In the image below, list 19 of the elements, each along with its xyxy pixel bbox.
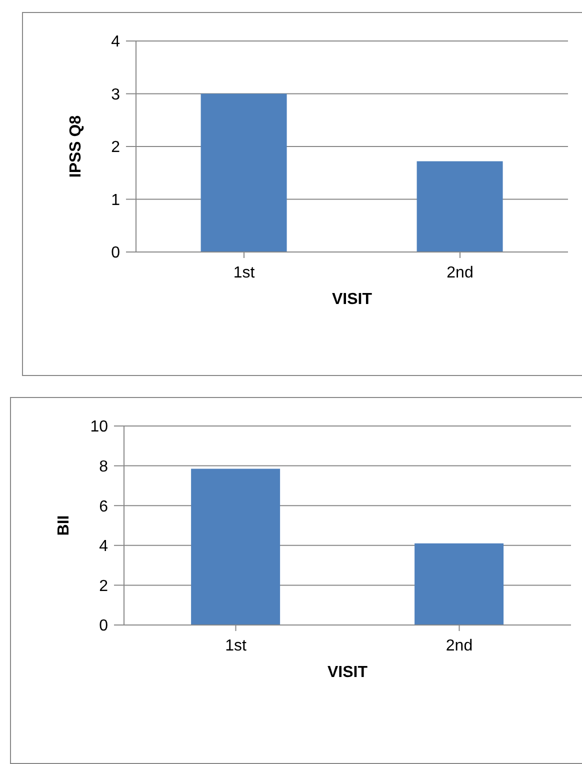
y-axis-title: IPSS Q8 — [68, 115, 85, 178]
y-axis-title: BII — [56, 515, 73, 536]
x-tick-label: 2nd — [446, 264, 474, 282]
x-axis-title: VISIT — [332, 291, 372, 308]
y-tick-label: 1 — [111, 192, 120, 209]
y-tick-label: 8 — [99, 458, 108, 476]
x-tick-label: 1st — [225, 637, 247, 654]
y-tick-label: 2 — [111, 139, 120, 156]
y-tick-label: 4 — [111, 34, 120, 51]
y-tick-label: 6 — [99, 498, 108, 516]
y-tick-label: 10 — [90, 418, 108, 436]
x-tick-label: 1st — [233, 264, 256, 282]
y-tick-label: 2 — [99, 578, 108, 595]
x-axis-title: VISIT — [327, 664, 368, 681]
x-tick-label: 2nd — [446, 637, 473, 654]
y-tick-label: 0 — [99, 618, 108, 635]
y-tick-label: 3 — [111, 86, 120, 104]
y-tick-label: 0 — [111, 244, 120, 262]
y-tick-label: 4 — [99, 538, 108, 556]
